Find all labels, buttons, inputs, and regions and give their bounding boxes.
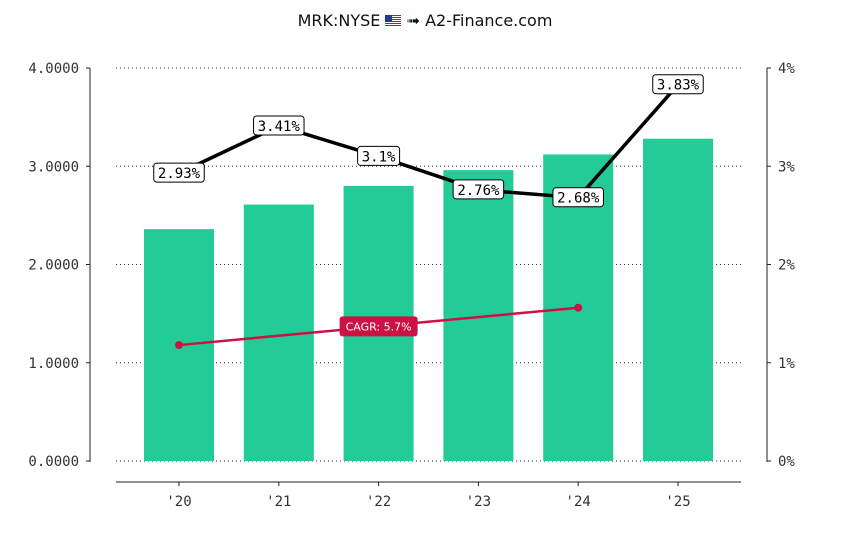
right-tick-label: 4% <box>778 61 795 77</box>
arrow-icon: ➟ <box>406 11 420 30</box>
right-tick-label: 1% <box>778 356 795 372</box>
yield-label-box <box>253 115 305 136</box>
yield-label: 3.83% <box>652 74 704 95</box>
data-labels: 2.93% 3.41% 3.1% 2.76% 2.68% 3.83% <box>153 74 704 208</box>
right-tick-label: 2% <box>778 258 795 274</box>
yield-label: 3.1% <box>357 145 401 166</box>
cagr-badge <box>339 316 418 337</box>
yield-label-text: 3.1% <box>362 149 396 165</box>
x-tick-label: '21 <box>266 494 291 510</box>
cagr-end-point <box>574 303 583 312</box>
yield-label-text: 2.68% <box>557 191 600 207</box>
us-flag-icon <box>385 15 402 27</box>
yield-label-box <box>552 187 604 208</box>
cagr-start-point <box>175 341 183 350</box>
chart-title: MRK:NYSE ➟ A2-Finance.com <box>0 11 850 30</box>
cagr-label: CAGR: 5.7% <box>346 320 412 333</box>
ticker-label: MRK:NYSE <box>297 11 381 30</box>
x-tick-label: '23 <box>466 494 491 510</box>
yield-label: 2.76% <box>452 179 505 200</box>
site-label: A2-Finance.com <box>425 11 553 30</box>
yield-label-box <box>153 162 205 183</box>
cagr-trend: CAGR: 5.7% <box>175 303 583 350</box>
left-tick-label: 4.0000 <box>28 61 79 77</box>
yield-label-box <box>357 145 401 166</box>
x-tick-label: '20 <box>166 494 191 510</box>
left-tick-label: 1.0000 <box>28 356 79 372</box>
grid <box>116 67 741 462</box>
yield-label: 3.41% <box>253 115 305 136</box>
yield-label: 2.68% <box>552 187 604 208</box>
x-tick-label: '25 <box>665 494 690 510</box>
right-tick-label: 0% <box>778 454 795 470</box>
yield-label-text: 2.93% <box>158 166 201 182</box>
bar <box>643 138 713 462</box>
left-tick-label: 2.0000 <box>28 258 79 274</box>
yield-label-box <box>452 179 505 200</box>
yield-label-text: 3.83% <box>657 78 700 94</box>
axes: 0.0000 1.0000 2.0000 3.0000 4.0000 0% 1% 2% 3% 4%… <box>28 61 795 510</box>
x-tick-label: '22 <box>366 494 391 510</box>
right-tick-label: 3% <box>778 159 795 175</box>
left-tick-label: 3.0000 <box>28 159 79 175</box>
yield-label-text: 3.41% <box>258 119 301 135</box>
yield-label-box <box>652 74 704 95</box>
bars <box>144 138 713 462</box>
left-tick-label: 0.0000 <box>28 454 79 470</box>
yield-label: 2.93% <box>153 162 205 183</box>
x-tick-label: '24 <box>566 494 591 510</box>
yield-label-text: 2.76% <box>457 183 500 199</box>
